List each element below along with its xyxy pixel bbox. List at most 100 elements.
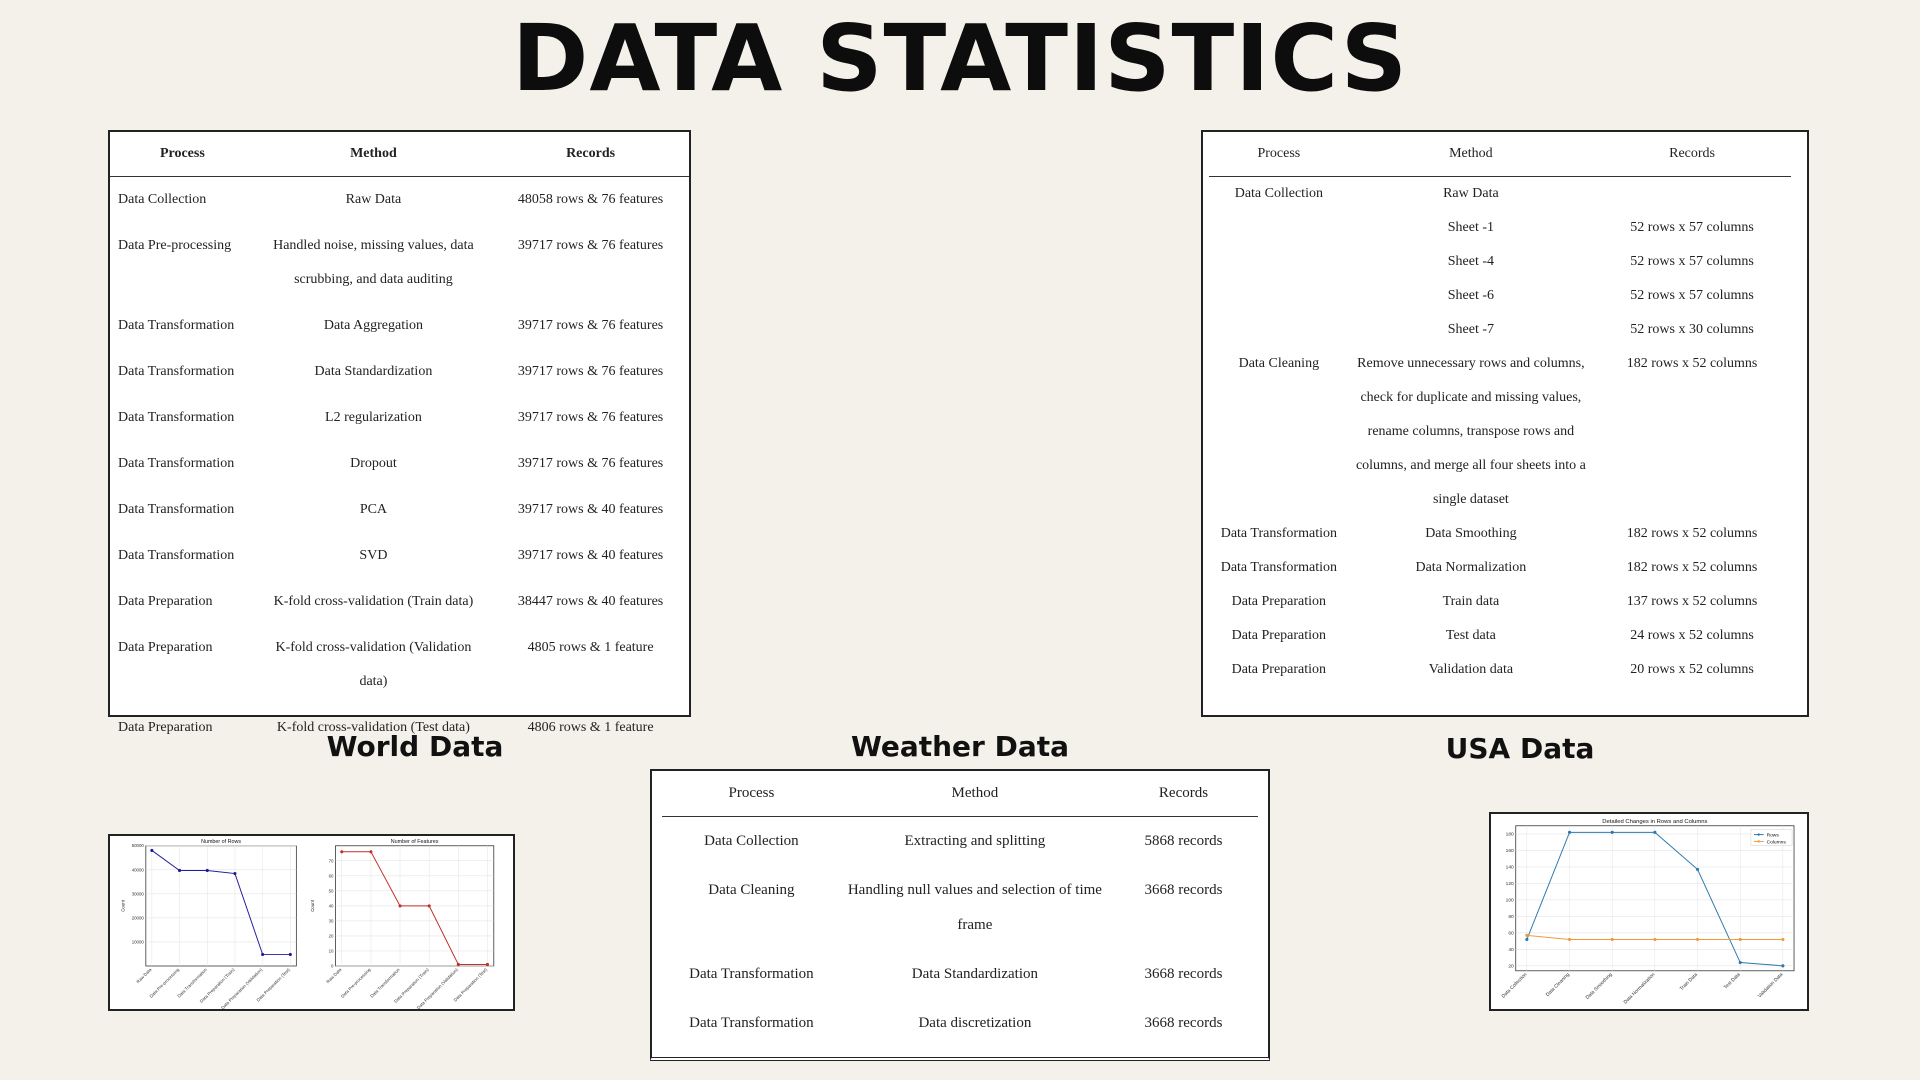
data-point [485,962,490,967]
table-cell: Data Transformation [118,410,235,425]
table-cell: 52 rows x 57 columns [1630,220,1754,235]
weather-data-table: Process Method Records Data Collection Extra… [662,771,1258,1048]
table-header-row: Process Method Records [110,132,689,177]
table-cell: L2 regularization [325,410,422,425]
table-row: Data Transformation L2 regularization 3971… [110,395,689,441]
table-cell: Raw Data [1443,186,1499,201]
table-cell: Data Collection [118,192,207,207]
table-cell: Data discretization [918,1015,1032,1031]
table-cell: Data Transformation [118,502,235,517]
table-cell: Data Collection [704,833,799,849]
table-cell: Dropout [350,456,397,471]
table-row: Data Collection Raw Data 48058 rows & 76 f… [110,177,689,224]
y-tick-label: 80 [1508,914,1514,920]
table-header-row: Process Method Records [662,771,1258,817]
column-header: Method [254,132,493,177]
x-tick-label: Data Pre-processing [149,967,181,999]
table-cell [1209,279,1349,313]
y-tick-label: 60 [1508,930,1514,936]
y-tick-label: 10000 [132,939,145,944]
data-point [369,850,373,854]
table-cell: 4805 rows & 1 feature [527,640,654,655]
y-axis-label: Count [310,899,315,911]
legend-label: Columns [1767,839,1787,845]
table-row: Data Preparation Train data 137 rows x 52 … [1209,585,1791,619]
chart-title: Number of Features [391,839,439,845]
table-row: Data Preparation Validation data 20 rows x… [1209,653,1791,687]
usa-data-table: Process Method Records Data Collection Raw D… [1209,132,1791,687]
table-cell [1593,177,1791,212]
table-cell: 3668 records [1144,882,1223,898]
x-tick-label: Data Cleaning [1545,972,1571,998]
y-tick-label: 50000 [132,843,145,848]
data-point [398,904,402,908]
table-cell: Sheet -4 [1447,254,1495,269]
y-tick-label: 40 [329,903,334,908]
table-header-row: Process Method Records [1209,132,1791,177]
table-cell: Data Cleaning [1238,356,1320,371]
table-cell [1209,245,1349,279]
table-row: Data Cleaning Remove unnecessary rows and… [1209,347,1791,517]
y-tick-label: 160 [1506,848,1514,854]
column-header: Records [1593,132,1791,177]
data-point [1738,937,1742,942]
y-tick-label: 50 [329,888,334,893]
table-cell: Data Cleaning [708,882,795,898]
x-tick-label: Train Data [1679,972,1699,992]
data-point [340,850,344,854]
table-cell: Data Preparation [1231,662,1327,677]
table-cell: Data Transformation [118,456,235,471]
table-row: Data Collection Raw Data [1209,177,1791,212]
table-cell: 4806 rows & 1 feature [527,720,654,735]
world-data-table-panel: Process Method Records Data Collection Raw D… [108,130,691,735]
table-cell: 137 rows x 52 columns [1626,594,1758,609]
legend-marker [1757,833,1760,836]
table-cell: 39717 rows & 76 features [517,410,664,425]
table-cell: 182 rows x 52 columns [1626,356,1758,371]
x-tick-label: Data Normalization [1623,972,1657,1006]
column-header: Records [1108,771,1258,817]
table-cell: Data Transformation [118,318,235,333]
table-cell: Data Pre-processing [118,238,232,253]
series-line [341,851,488,965]
data-point [1695,867,1700,871]
x-tick-label: Data Pre-processing [340,967,372,999]
y-tick-label: 70 [329,858,334,863]
data-point [205,868,209,873]
column-header: Process [110,132,255,177]
column-header: Records [492,132,689,177]
y-tick-label: 180 [1506,831,1514,837]
table-cell: Data Transformation [118,548,235,563]
table-cell: 39717 rows & 40 features [517,502,664,517]
table-cell: K-fold cross-validation (Test data) [276,720,470,735]
weather-data-caption: Weather Data [850,730,1070,763]
table-cell: 39717 rows & 76 features [517,456,664,471]
table-row: Sheet -7 52 rows x 30 columns [1209,313,1791,347]
table-row: Data Transformation SVD 39717 rows & 40 fe… [110,533,689,579]
table-cell: 182 rows x 52 columns [1626,560,1758,575]
data-point [1525,937,1529,942]
y-tick-label: 20000 [132,915,145,920]
table-cell: 39717 rows & 40 features [517,548,664,563]
usa-data-chart: 20 40 60 80 100 120 140 160 180 Data Collection Da… [1501,819,1795,1006]
chart-title: Number of Rows [201,839,241,845]
table-cell: 182 rows x 52 columns [1626,526,1758,541]
y-tick-label: 20 [1508,963,1514,969]
column-header: Process [1209,132,1349,177]
data-point [1610,830,1614,834]
table-cell: 39717 rows & 76 features [517,364,664,379]
table-cell: Validation data [1428,662,1514,677]
world-data-charts-panel: 10000 20000 30000 40000 50000 Raw Data Data Pr… [108,834,515,1011]
table-row: Data Preparation K-fold cross-validation … [110,705,689,751]
table-cell: K-fold cross-validation (Train data) [273,594,474,609]
table-cell: SVD [359,548,388,563]
x-tick-label: Test Data [1723,972,1742,991]
table-cell: Sheet -6 [1447,288,1495,303]
table-row: Data Transformation Data discretization 36… [662,999,1258,1048]
table-cell: 20 rows x 52 columns [1630,662,1754,677]
table-row: Data Transformation Data Normalization 182… [1209,551,1791,585]
table-cell: Data Collection [1234,186,1323,201]
y-tick-label: 20 [329,933,334,938]
